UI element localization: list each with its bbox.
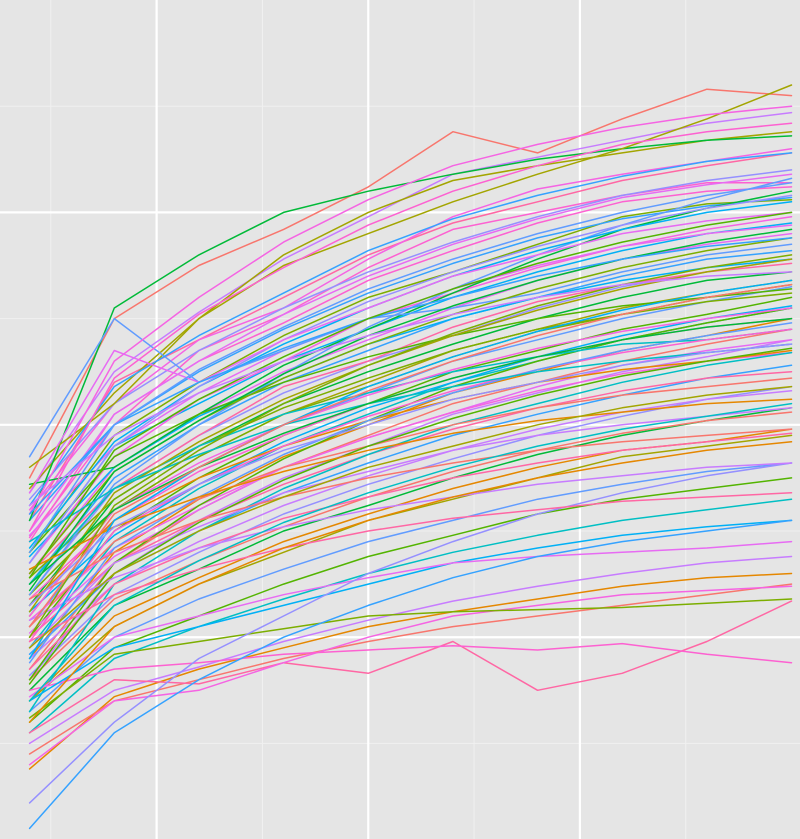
series-line xyxy=(28,555,793,745)
series-line xyxy=(28,317,793,585)
series-line xyxy=(28,262,793,575)
series-line xyxy=(28,173,793,532)
series-line xyxy=(28,351,793,621)
series-line xyxy=(28,343,793,543)
series-line xyxy=(28,385,793,649)
series-line xyxy=(28,498,793,734)
series-line xyxy=(28,600,793,734)
series-line xyxy=(28,407,793,649)
series-line xyxy=(28,279,793,660)
series-line xyxy=(28,351,793,713)
series-line xyxy=(28,243,793,458)
series-line xyxy=(28,402,793,702)
series-line xyxy=(28,88,793,479)
series-line xyxy=(28,249,793,585)
series-line xyxy=(28,441,793,723)
series-line xyxy=(28,519,793,830)
series-line xyxy=(28,271,793,507)
series-lines xyxy=(28,84,793,830)
series-line xyxy=(28,147,793,511)
series-line xyxy=(28,349,793,607)
series-line xyxy=(28,377,793,628)
series-line xyxy=(28,169,793,500)
series-line xyxy=(28,343,793,607)
series-line xyxy=(28,328,793,643)
series-line xyxy=(28,283,793,628)
series-line xyxy=(28,642,793,692)
series-line xyxy=(28,190,793,486)
series-line xyxy=(28,194,793,564)
series-line xyxy=(28,292,793,579)
series-line xyxy=(28,598,793,719)
series-line xyxy=(28,462,793,621)
series-line xyxy=(28,428,793,600)
series-line xyxy=(28,211,793,494)
series-line xyxy=(28,572,793,770)
series-line xyxy=(28,122,793,532)
series-line xyxy=(28,462,793,713)
series-line xyxy=(28,339,793,681)
series-line xyxy=(28,152,793,507)
series-line xyxy=(28,477,793,723)
series-line xyxy=(28,237,793,515)
series-line xyxy=(28,258,793,558)
series-line xyxy=(28,322,793,664)
series-line xyxy=(28,254,793,638)
series-line xyxy=(28,130,793,490)
series-line xyxy=(28,540,793,698)
series-line xyxy=(28,181,793,554)
series-line xyxy=(28,411,793,681)
series-line xyxy=(28,307,793,617)
series-line xyxy=(28,228,793,592)
series-line xyxy=(28,105,793,515)
series-line xyxy=(28,211,793,579)
series-line xyxy=(28,398,793,570)
series-line xyxy=(28,519,793,702)
series-line xyxy=(28,347,793,685)
series-line xyxy=(28,462,793,804)
series-line xyxy=(28,492,793,643)
series-line xyxy=(28,111,793,494)
series-line xyxy=(28,198,793,554)
series-line xyxy=(28,432,793,670)
series-line xyxy=(28,585,793,766)
series-line xyxy=(28,407,793,692)
series-line xyxy=(28,296,793,638)
series-line xyxy=(28,215,793,564)
